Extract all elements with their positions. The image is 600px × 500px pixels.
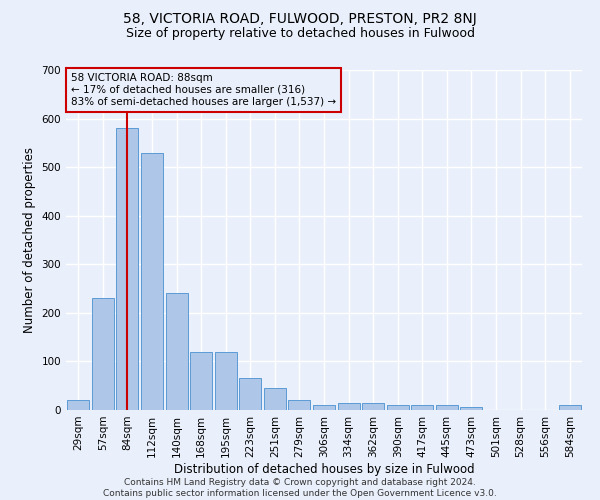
Bar	[460, 406, 482, 410]
Bar	[141, 152, 163, 410]
Bar	[92, 298, 114, 410]
Bar	[289, 400, 310, 410]
Bar	[386, 405, 409, 410]
Bar	[436, 405, 458, 410]
Bar	[264, 388, 286, 410]
Bar	[313, 405, 335, 410]
Bar	[362, 402, 384, 410]
Text: Contains HM Land Registry data © Crown copyright and database right 2024.
Contai: Contains HM Land Registry data © Crown c…	[103, 478, 497, 498]
Bar	[559, 405, 581, 410]
Bar	[338, 402, 359, 410]
Bar	[215, 352, 237, 410]
Bar	[166, 294, 188, 410]
X-axis label: Distribution of detached houses by size in Fulwood: Distribution of detached houses by size …	[173, 462, 475, 475]
Bar	[190, 352, 212, 410]
Bar	[116, 128, 139, 410]
Bar	[239, 378, 262, 410]
Y-axis label: Number of detached properties: Number of detached properties	[23, 147, 36, 333]
Text: 58 VICTORIA ROAD: 88sqm
← 17% of detached houses are smaller (316)
83% of semi-d: 58 VICTORIA ROAD: 88sqm ← 17% of detache…	[71, 74, 336, 106]
Bar	[411, 405, 433, 410]
Bar	[67, 400, 89, 410]
Text: Size of property relative to detached houses in Fulwood: Size of property relative to detached ho…	[125, 28, 475, 40]
Text: 58, VICTORIA ROAD, FULWOOD, PRESTON, PR2 8NJ: 58, VICTORIA ROAD, FULWOOD, PRESTON, PR2…	[123, 12, 477, 26]
